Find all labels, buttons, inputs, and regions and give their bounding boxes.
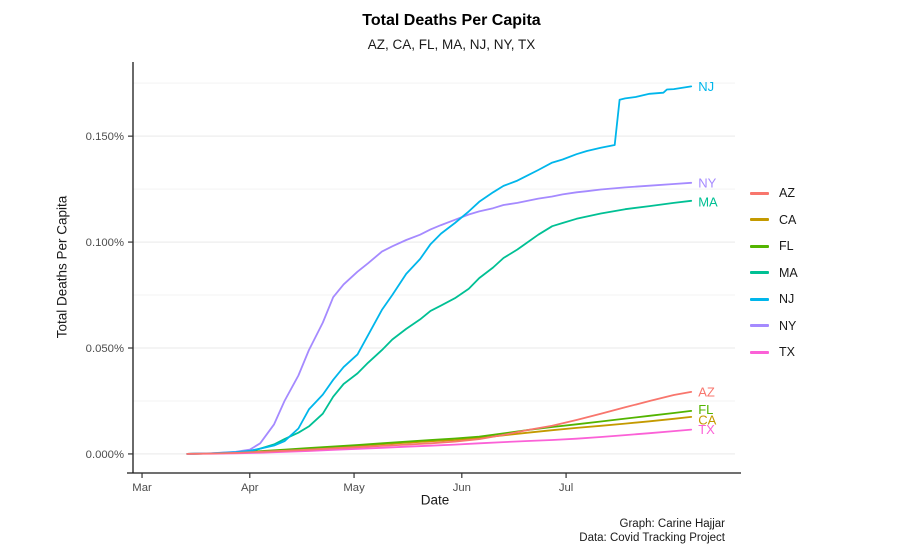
y-tick-label: 0.000%	[86, 449, 124, 461]
y-tick-label: 0.100%	[86, 237, 124, 249]
x-tick-label: Jul	[559, 482, 573, 494]
x-tick-label: May	[343, 482, 365, 494]
legend-item-FL: FL	[750, 237, 798, 255]
legend: AZ CA FL MA NJ NY TX	[750, 184, 798, 361]
x-axis-title: Date	[420, 492, 450, 508]
series-line-TX	[186, 428, 693, 455]
y-tick-label: 0.050%	[86, 343, 124, 355]
legend-item-TX: TX	[750, 343, 798, 361]
legend-key-line	[750, 297, 769, 301]
legend-key-line	[750, 271, 769, 274]
legend-label: FL	[779, 239, 794, 253]
legend-item-MA: MA	[750, 264, 798, 282]
series-line-AZ	[186, 390, 693, 455]
y-axis-title: Total Deaths Per Capita	[54, 195, 70, 339]
legend-key-line	[750, 218, 769, 221]
series-end-label-MA: MA	[698, 194, 718, 209]
series-end-label-CA: CA	[698, 412, 716, 427]
legend-label: MA	[779, 265, 798, 280]
legend-item-NY: NY	[750, 317, 798, 335]
legend-key-line	[750, 350, 769, 354]
chart-title: Total Deaths Per Capita	[362, 12, 541, 29]
legend-item-AZ: AZ	[750, 184, 798, 202]
series-end-label-TX: TX	[698, 422, 715, 437]
x-tick-label: Jun	[453, 482, 471, 494]
series-end-label-NJ: NJ	[698, 79, 714, 94]
legend-key-line	[750, 191, 769, 195]
series-line-MA	[186, 199, 693, 455]
legend-label: AZ	[779, 186, 795, 200]
legend-label: NY	[779, 318, 797, 333]
series-end-label-AZ: AZ	[698, 384, 715, 399]
legend-label: TX	[779, 345, 795, 359]
legend-label: CA	[779, 212, 797, 227]
y-tick-label: 0.150%	[86, 131, 124, 143]
legend-item-CA: CA	[750, 211, 798, 229]
caption-line-data-credit: Data: Covid Tracking Project	[579, 532, 725, 544]
legend-label: NJ	[779, 292, 795, 306]
caption: Graph: Carine Hajjar Data: Covid Trackin…	[579, 517, 725, 545]
series-end-label-FL: FL	[698, 402, 713, 417]
caption-line-graph-credit: Graph: Carine Hajjar	[619, 518, 725, 530]
legend-item-NJ: NJ	[750, 290, 798, 308]
series-end-label-NY: NY	[698, 175, 716, 190]
chart-subtitle: AZ, CA, FL, MA, NJ, NY, TX	[367, 37, 536, 52]
series-line-NY	[186, 181, 693, 455]
legend-key-line	[750, 244, 769, 248]
x-tick-label: Mar	[132, 482, 152, 494]
series-line-NJ	[186, 85, 693, 455]
legend-key-line	[750, 324, 769, 327]
x-tick-label: Apr	[241, 482, 259, 494]
